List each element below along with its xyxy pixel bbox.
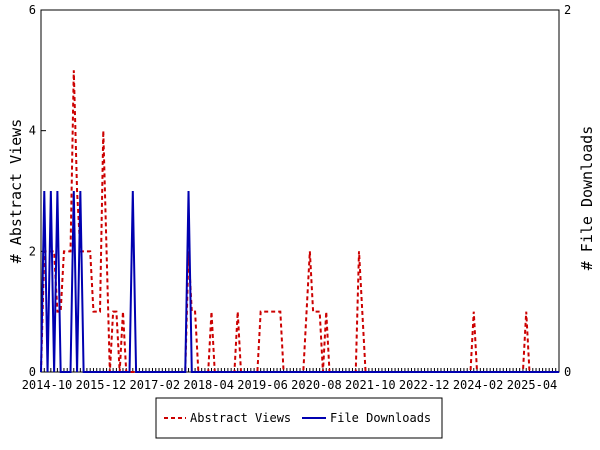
x-tick-label: 2021-10 [345, 378, 396, 392]
y-tick-label: 0 [29, 365, 36, 379]
x-tick-label: 2015-12 [76, 378, 127, 392]
legend: Abstract Views File Downloads [155, 397, 443, 439]
y-axis-title: # Abstract Views [7, 119, 25, 264]
y2-axis-title: # File Downloads [578, 126, 596, 271]
series-line-file-downloads [40, 190, 559, 373]
y-tick-label: 2 [29, 244, 36, 258]
x-tick-label: 2019-06 [237, 378, 288, 392]
x-tick-label: 2022-12 [399, 378, 450, 392]
series-lines [40, 70, 559, 373]
legend-label-file-downloads: File Downloads [330, 411, 431, 425]
legend-box [155, 397, 443, 439]
y-tick-label: 4 [29, 124, 36, 138]
y2-tick-label: 2 [564, 3, 571, 17]
x-tick-label: 2025-04 [507, 378, 558, 392]
x-tick-label: 2020-08 [291, 378, 342, 392]
plot-area [40, 9, 560, 373]
legend-label-abstract-views: Abstract Views [190, 411, 291, 425]
x-tick-label: 2014-10 [22, 378, 73, 392]
x-tick-label: 2024-02 [453, 378, 504, 392]
x-tick-label: 2017-02 [129, 378, 180, 392]
x-tick-label: 2018-04 [183, 378, 234, 392]
y2-tick-label: 0 [564, 365, 571, 379]
y-tick-label: 6 [29, 3, 36, 17]
x-axis-labels: 2014-10 2015-12 2017-02 2018-04 2019-06 2020-… [22, 378, 558, 392]
